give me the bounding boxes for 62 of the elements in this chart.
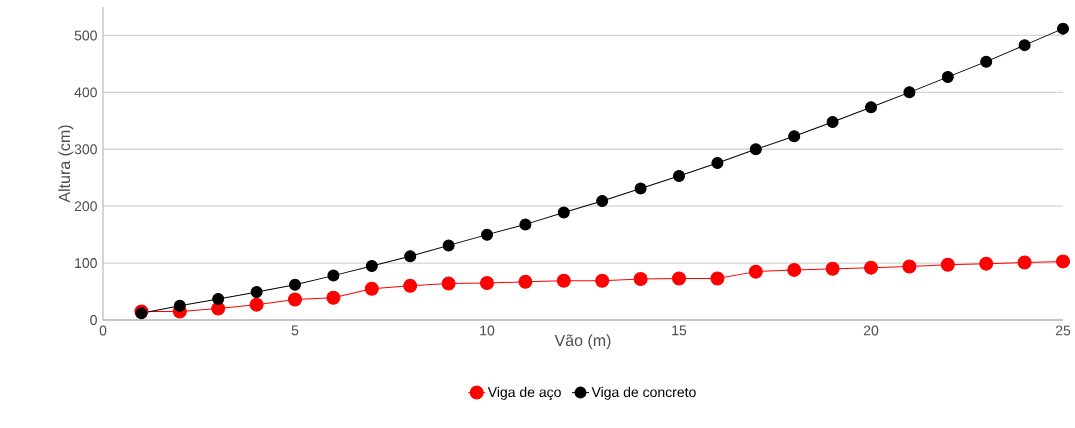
y-tick-label: 100 bbox=[75, 258, 97, 269]
y-tick-label: 0 bbox=[90, 315, 97, 325]
point bbox=[902, 259, 917, 274]
legend-label: Viga de aço bbox=[487, 386, 561, 400]
point bbox=[556, 273, 571, 288]
point bbox=[710, 271, 725, 286]
y-tick-label: 200 bbox=[74, 201, 97, 212]
point bbox=[288, 292, 302, 307]
point bbox=[673, 170, 686, 183]
point bbox=[442, 239, 455, 252]
x-tick-label: 5 bbox=[291, 325, 299, 336]
point bbox=[365, 259, 378, 272]
point bbox=[249, 297, 264, 312]
x-axis-title: Vão (m) bbox=[554, 334, 611, 350]
y-axis-title: Altura (cm) bbox=[58, 125, 74, 203]
point bbox=[788, 130, 801, 143]
point bbox=[825, 261, 840, 276]
point bbox=[1018, 39, 1031, 52]
point bbox=[865, 101, 878, 114]
point bbox=[364, 281, 379, 296]
point bbox=[634, 182, 647, 195]
legend-label: Viga de concreto bbox=[591, 386, 696, 400]
point bbox=[980, 55, 993, 68]
point bbox=[289, 278, 301, 291]
point bbox=[864, 260, 879, 275]
point bbox=[212, 292, 225, 305]
point bbox=[1017, 255, 1032, 270]
point bbox=[519, 218, 532, 231]
point bbox=[941, 71, 954, 83]
point bbox=[633, 272, 648, 287]
point bbox=[711, 156, 724, 169]
point bbox=[327, 269, 340, 282]
point bbox=[481, 228, 494, 241]
point bbox=[326, 290, 341, 305]
point bbox=[1057, 22, 1070, 35]
point bbox=[557, 206, 570, 219]
x-tick-label: 20 bbox=[863, 325, 879, 336]
point bbox=[903, 86, 916, 99]
x-tick-label: 10 bbox=[480, 325, 495, 336]
point bbox=[787, 262, 802, 277]
point bbox=[404, 250, 417, 263]
point bbox=[749, 143, 762, 156]
point bbox=[173, 299, 186, 312]
point bbox=[940, 257, 955, 272]
point bbox=[596, 195, 609, 208]
x-tick-label: 25 bbox=[1055, 325, 1071, 336]
x-tick-label: 15 bbox=[672, 325, 687, 336]
y-tick-label: 500 bbox=[74, 30, 97, 41]
point bbox=[826, 115, 839, 128]
point bbox=[441, 276, 456, 291]
point bbox=[480, 276, 495, 291]
point bbox=[595, 273, 610, 288]
point bbox=[250, 286, 263, 299]
point bbox=[748, 264, 763, 279]
x-tick-label: 0 bbox=[99, 325, 107, 336]
point bbox=[672, 271, 687, 286]
point bbox=[979, 256, 994, 271]
point bbox=[518, 274, 533, 289]
y-tick-label: 300 bbox=[74, 144, 97, 155]
point bbox=[1056, 254, 1071, 269]
y-tick-label: 400 bbox=[74, 87, 97, 98]
point bbox=[403, 278, 418, 293]
